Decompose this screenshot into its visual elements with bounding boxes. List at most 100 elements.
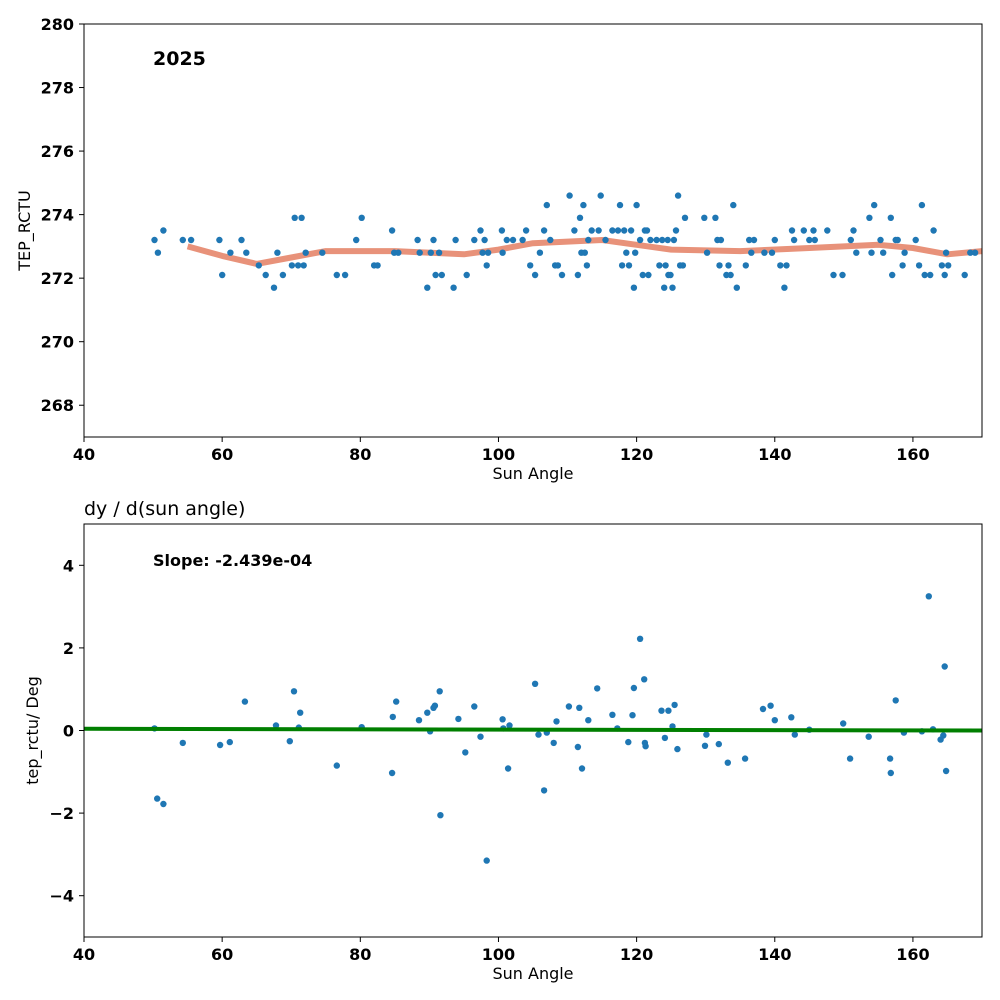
chart-1-point (930, 227, 937, 234)
chart-1-point (659, 236, 666, 244)
chart-2-point (703, 731, 710, 738)
chart-2-point (179, 739, 186, 747)
chart-1-point (179, 236, 186, 244)
chart-1-point (894, 236, 901, 244)
chart-1-point (730, 201, 737, 209)
chart-1-point (571, 227, 578, 234)
chart-1-point (274, 249, 281, 256)
chart-2-point (840, 720, 847, 727)
chart-1-point (667, 271, 674, 279)
chart-1-point (742, 262, 749, 269)
chart-2-point (436, 688, 443, 695)
chart-1-point (547, 236, 554, 244)
chart-1-point (768, 249, 776, 256)
chart-1-point (746, 236, 753, 244)
chart-1-point (941, 271, 948, 279)
chart-1-point (618, 262, 626, 269)
chart-1-point (727, 271, 734, 279)
chart-2-point (942, 767, 950, 775)
chart-2-point (576, 704, 583, 711)
chart-1-point (662, 262, 669, 269)
chart-1-point (602, 236, 609, 244)
chart-1-point (484, 249, 492, 256)
chart-1-point (341, 271, 349, 279)
chart-1-point (942, 249, 950, 256)
chart-2-point (286, 738, 293, 745)
chart-1-point (927, 271, 934, 279)
chart-1-point (938, 262, 946, 269)
chart-2-point (455, 715, 462, 723)
chart-1-point (481, 236, 488, 244)
chart-1-point (319, 249, 326, 256)
chart-1-xtick-label: 160 (896, 445, 929, 464)
chart-1-point (887, 214, 894, 221)
chart-2-point (216, 741, 224, 749)
chart-2-point (531, 680, 539, 687)
chart-2-point (724, 759, 731, 766)
chart-2-point (578, 765, 586, 772)
chart-1-point (614, 227, 622, 234)
chart-1-point (395, 249, 402, 256)
chart-1: 40 60 80 100 120 140 160 268 270 272 274 276 278 280 S… (15, 15, 983, 483)
chart-1-point (414, 236, 421, 244)
chart-2-point (553, 718, 560, 725)
chart-1-ytick-label: 280 (41, 15, 74, 34)
chart-2: 40 60 80 100 120 140 160 −4 −2 0 2 4 Sun Angle tep_rc… (23, 498, 983, 983)
chart-1-point (432, 271, 439, 279)
chart-1-point (679, 262, 687, 269)
chart-1-ytick-label: 270 (41, 333, 74, 352)
chart-1-point (583, 262, 591, 269)
chart-1-point (871, 201, 878, 209)
chart-1-point (681, 214, 689, 221)
chart-1-point (771, 236, 778, 244)
chart-2-ytick-label: 4 (63, 556, 74, 575)
chart-1-point (889, 271, 896, 279)
chart-2-ytick-label: 2 (63, 639, 74, 658)
chart-1-xtick-label: 80 (349, 445, 371, 464)
chart-2-point (540, 787, 548, 794)
chart-1-point (479, 249, 486, 256)
chart-2-point (471, 703, 478, 710)
chart-2-plot-area (84, 593, 982, 864)
chart-1-point (971, 249, 979, 256)
chart-1-plot-area (151, 192, 982, 291)
chart-2-xtick-label: 140 (758, 945, 791, 964)
chart-1-point (800, 227, 807, 234)
chart-1-xtick-label: 140 (758, 445, 791, 464)
chart-2-point (477, 733, 484, 740)
chart-1-point (499, 249, 506, 256)
chart-1-xlabel: Sun Angle (492, 464, 573, 483)
chart-1-annotation: 2025 (153, 48, 206, 70)
chart-1-ylabel: TEP_RCTU (15, 190, 35, 272)
chart-1-point (302, 249, 309, 256)
chart-1-point (703, 249, 711, 256)
chart-2-point (788, 714, 795, 721)
chart-1-point (880, 249, 887, 256)
chart-1-point (483, 262, 490, 269)
chart-1-point (627, 227, 635, 234)
chart-1-point (653, 236, 660, 244)
chart-1-point (450, 284, 457, 291)
chart-1-point (270, 284, 278, 291)
chart-2-ytick-label: −4 (49, 887, 74, 906)
chart-1-point (543, 201, 550, 209)
chart-1-point (921, 271, 928, 279)
chart-1-point (216, 236, 223, 244)
chart-1-point (632, 249, 639, 256)
chart-1-point (498, 227, 506, 234)
chart-2-annotation: Slope: -2.439e-04 (153, 551, 312, 570)
chart-1-point (430, 236, 437, 244)
chart-1-point (868, 249, 875, 256)
chart-1-point (463, 271, 470, 279)
chart-1-ytick-label: 278 (41, 79, 74, 98)
chart-2-ylabel: tep_rctu/ Deg (23, 676, 43, 785)
chart-1-point (643, 227, 651, 234)
chart-1-point (912, 236, 919, 244)
chart-2-point (424, 709, 431, 716)
chart-2-point (388, 769, 396, 777)
chart-1-point (435, 249, 443, 256)
chart-1-point (866, 214, 873, 221)
chart-2-point (415, 717, 423, 724)
chart-2-point (437, 812, 444, 819)
